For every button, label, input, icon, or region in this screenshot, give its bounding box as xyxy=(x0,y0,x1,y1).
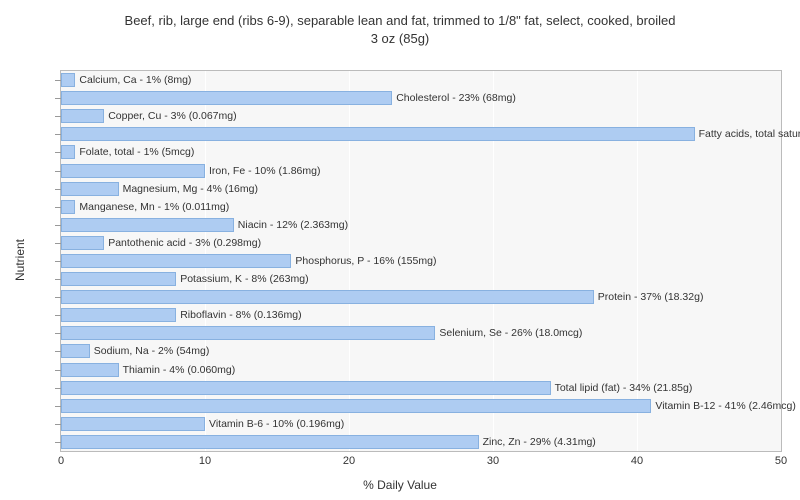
bar-row: Fatty acids, total saturated - 44% (8.86… xyxy=(61,127,781,141)
bar-row: Phosphorus, P - 16% (155mg) xyxy=(61,254,781,268)
bar xyxy=(61,254,291,268)
bar xyxy=(61,308,176,322)
bar xyxy=(61,200,75,214)
bar xyxy=(61,182,119,196)
bar xyxy=(61,91,392,105)
bar-label: Sodium, Na - 2% (54mg) xyxy=(94,344,210,358)
title-line-1: Beef, rib, large end (ribs 6-9), separab… xyxy=(125,13,676,28)
bar-row: Protein - 37% (18.32g) xyxy=(61,290,781,304)
x-tick-label: 30 xyxy=(487,455,499,467)
bar-label: Manganese, Mn - 1% (0.011mg) xyxy=(79,200,229,214)
nutrient-chart: Beef, rib, large end (ribs 6-9), separab… xyxy=(0,0,800,500)
bar-label: Total lipid (fat) - 34% (21.85g) xyxy=(555,381,693,395)
bar-row: Pantothenic acid - 3% (0.298mg) xyxy=(61,236,781,250)
bar xyxy=(61,344,90,358)
bar-row: Sodium, Na - 2% (54mg) xyxy=(61,344,781,358)
bar-label: Iron, Fe - 10% (1.86mg) xyxy=(209,164,320,178)
bar xyxy=(61,363,119,377)
bar-label: Niacin - 12% (2.363mg) xyxy=(238,218,348,232)
y-axis-label: Nutrient xyxy=(13,239,27,281)
bar-row: Niacin - 12% (2.363mg) xyxy=(61,218,781,232)
bar xyxy=(61,164,205,178)
bar-row: Total lipid (fat) - 34% (21.85g) xyxy=(61,381,781,395)
x-tick-label: 40 xyxy=(631,455,643,467)
bar-label: Potassium, K - 8% (263mg) xyxy=(180,272,308,286)
bar-row: Cholesterol - 23% (68mg) xyxy=(61,91,781,105)
bar-row: Zinc, Zn - 29% (4.31mg) xyxy=(61,435,781,449)
bar-label: Vitamin B-12 - 41% (2.46mcg) xyxy=(655,399,795,413)
bar xyxy=(61,435,479,449)
title-line-2: 3 oz (85g) xyxy=(371,31,430,46)
bar xyxy=(61,399,651,413)
bar-row: Iron, Fe - 10% (1.86mg) xyxy=(61,164,781,178)
bar-label: Cholesterol - 23% (68mg) xyxy=(396,91,516,105)
bar-label: Magnesium, Mg - 4% (16mg) xyxy=(123,182,258,196)
bar xyxy=(61,381,551,395)
bar-row: Riboflavin - 8% (0.136mg) xyxy=(61,308,781,322)
bar xyxy=(61,326,435,340)
bar xyxy=(61,73,75,87)
bar-row: Manganese, Mn - 1% (0.011mg) xyxy=(61,200,781,214)
x-axis-label: % Daily Value xyxy=(363,478,437,492)
bar xyxy=(61,109,104,123)
bar xyxy=(61,145,75,159)
x-tick-label: 0 xyxy=(58,455,64,467)
x-tick-label: 10 xyxy=(199,455,211,467)
bar xyxy=(61,417,205,431)
bar-label: Copper, Cu - 3% (0.067mg) xyxy=(108,109,236,123)
bar-row: Copper, Cu - 3% (0.067mg) xyxy=(61,109,781,123)
bar-label: Riboflavin - 8% (0.136mg) xyxy=(180,308,301,322)
bar-row: Vitamin B-12 - 41% (2.46mcg) xyxy=(61,399,781,413)
bar-row: Folate, total - 1% (5mcg) xyxy=(61,145,781,159)
bar-row: Potassium, K - 8% (263mg) xyxy=(61,272,781,286)
x-tick-label: 50 xyxy=(775,455,787,467)
bar-label: Thiamin - 4% (0.060mg) xyxy=(123,363,236,377)
bar xyxy=(61,272,176,286)
x-tick-label: 20 xyxy=(343,455,355,467)
bar-label: Selenium, Se - 26% (18.0mcg) xyxy=(439,326,582,340)
bar-label: Protein - 37% (18.32g) xyxy=(598,290,704,304)
bar-label: Folate, total - 1% (5mcg) xyxy=(79,145,194,159)
bar-row: Calcium, Ca - 1% (8mg) xyxy=(61,73,781,87)
bar-row: Thiamin - 4% (0.060mg) xyxy=(61,363,781,377)
bar-row: Selenium, Se - 26% (18.0mcg) xyxy=(61,326,781,340)
bar-label: Zinc, Zn - 29% (4.31mg) xyxy=(483,435,596,449)
bar xyxy=(61,236,104,250)
bar xyxy=(61,218,234,232)
bar xyxy=(61,127,695,141)
bar-label: Vitamin B-6 - 10% (0.196mg) xyxy=(209,417,344,431)
chart-title: Beef, rib, large end (ribs 6-9), separab… xyxy=(0,0,800,48)
plot-area: 01020304050Calcium, Ca - 1% (8mg)Cholest… xyxy=(60,70,782,452)
bar-label: Phosphorus, P - 16% (155mg) xyxy=(295,254,436,268)
bar-row: Vitamin B-6 - 10% (0.196mg) xyxy=(61,417,781,431)
bar-label: Fatty acids, total saturated - 44% (8.86… xyxy=(699,127,800,141)
bar-row: Magnesium, Mg - 4% (16mg) xyxy=(61,182,781,196)
bar-label: Calcium, Ca - 1% (8mg) xyxy=(79,73,191,87)
bar xyxy=(61,290,594,304)
bar-label: Pantothenic acid - 3% (0.298mg) xyxy=(108,236,261,250)
